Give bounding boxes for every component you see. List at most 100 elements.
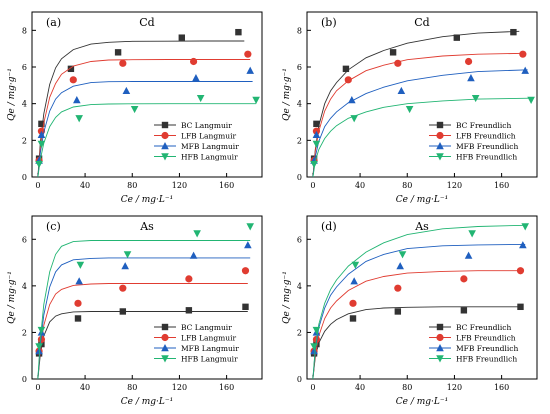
y-axis-label: Qe / mg·g⁻¹ bbox=[7, 68, 17, 121]
data-point-triangle bbox=[121, 262, 129, 270]
plot-frame bbox=[306, 11, 538, 178]
data-point-circle bbox=[185, 275, 193, 283]
data-point-triangle bbox=[397, 86, 406, 95]
series-lfb-langmuir bbox=[35, 267, 250, 380]
data-point-square bbox=[185, 307, 193, 314]
data-point-circle bbox=[161, 131, 169, 140]
data-point-triangle-down bbox=[37, 326, 46, 335]
y-tick-label: 0 bbox=[297, 375, 302, 384]
legend-entry: HFB Freundlich bbox=[456, 153, 517, 162]
fit-curve bbox=[37, 59, 251, 178]
plot-frame bbox=[31, 215, 263, 380]
data-point-circle bbox=[74, 299, 82, 307]
data-point-triangle-down bbox=[468, 230, 476, 238]
panel-title: Cd bbox=[139, 16, 154, 29]
data-point-circle bbox=[394, 59, 402, 67]
data-point-triangle-down bbox=[436, 153, 444, 161]
data-point-triangle bbox=[312, 130, 321, 139]
fit-curve bbox=[37, 283, 248, 380]
y-tick-label: 8 bbox=[297, 26, 302, 35]
legend-entry: MFB Freundlich bbox=[456, 142, 518, 151]
data-point-triangle-down bbox=[351, 261, 360, 269]
legend-entry: LFB Freundlich bbox=[456, 334, 516, 343]
chart-panel-c: 0 40 80 120 160 0 2 4 6 Ce / mg·L⁻¹ Qe / mg·g⁻¹ (c)… bbox=[7, 215, 263, 407]
data-point-circle bbox=[119, 284, 127, 292]
fit-curve bbox=[37, 240, 251, 380]
x-tick-label: 120 bbox=[447, 181, 462, 190]
x-tick-label: 0 bbox=[310, 383, 315, 392]
data-point-triangle-down bbox=[312, 326, 321, 335]
data-point-square bbox=[114, 49, 122, 56]
data-point-triangle bbox=[521, 66, 530, 74]
data-point-circle bbox=[394, 284, 402, 292]
data-point-circle bbox=[464, 57, 473, 66]
series-hfb-langmuir bbox=[35, 94, 260, 178]
legend-entry: LFB Langmuir bbox=[181, 132, 237, 141]
legend-entry: LFB Freundlich bbox=[456, 132, 516, 141]
panel-label: (a) bbox=[46, 16, 61, 29]
legend-entry: HFB Freundlich bbox=[456, 355, 517, 364]
data-point-triangle-down bbox=[130, 105, 139, 114]
panel-title: Cd bbox=[414, 16, 429, 29]
x-tick-label: 80 bbox=[127, 383, 137, 392]
data-point-triangle-down bbox=[252, 96, 260, 104]
data-point-square bbox=[436, 323, 444, 331]
legend-entry: BC Freundlich bbox=[456, 121, 511, 130]
data-point-square bbox=[235, 28, 242, 36]
data-point-square bbox=[74, 315, 82, 322]
y-axis-label: Qe / mg·g⁻¹ bbox=[282, 271, 292, 324]
data-point-triangle-down bbox=[521, 223, 530, 231]
data-point-square bbox=[510, 28, 517, 36]
data-point-circle bbox=[460, 275, 468, 283]
fit-curve bbox=[37, 81, 253, 178]
y-tick-label: 4 bbox=[297, 282, 302, 291]
data-point-triangle-down bbox=[161, 153, 169, 161]
data-point-triangle-down bbox=[312, 140, 321, 148]
data-point-triangle-down bbox=[527, 96, 535, 104]
legend-entry: HFB Langmuir bbox=[181, 153, 238, 162]
y-tick-label: 8 bbox=[22, 26, 27, 35]
data-point-triangle-down bbox=[310, 160, 318, 169]
data-point-triangle-down bbox=[193, 230, 201, 238]
legend-entry: MFB Freundlich bbox=[456, 344, 518, 353]
x-tick-label: 120 bbox=[172, 181, 187, 190]
data-point-triangle bbox=[35, 347, 43, 355]
x-tick-label: 0 bbox=[35, 181, 40, 190]
data-point-triangle bbox=[310, 347, 318, 355]
data-point-triangle-down bbox=[35, 343, 43, 351]
data-point-circle bbox=[244, 50, 252, 58]
data-point-triangle bbox=[396, 262, 404, 270]
panel-label: (d) bbox=[321, 220, 337, 233]
data-point-triangle-down bbox=[75, 115, 83, 123]
x-tick-label: 0 bbox=[35, 383, 40, 392]
data-point-square bbox=[460, 307, 468, 314]
legend-entry: MFB Langmuir bbox=[181, 142, 239, 151]
x-tick-label: 80 bbox=[402, 383, 412, 392]
panel-label: (b) bbox=[321, 16, 337, 29]
y-axis-label: Qe / mg·g⁻¹ bbox=[7, 271, 17, 324]
series-lfb-freundlich bbox=[310, 50, 527, 178]
data-point-triangle bbox=[519, 241, 527, 249]
data-point-triangle bbox=[464, 251, 473, 259]
y-tick-label: 4 bbox=[22, 100, 27, 109]
fit-curve bbox=[312, 270, 523, 380]
data-point-square bbox=[67, 65, 75, 73]
series-hfb-freundlich bbox=[310, 223, 530, 380]
y-tick-label: 0 bbox=[22, 375, 27, 384]
data-point-triangle-down bbox=[405, 105, 414, 114]
x-tick-label: 160 bbox=[494, 181, 509, 190]
data-point-triangle bbox=[161, 344, 169, 352]
data-point-circle bbox=[344, 76, 352, 84]
fit-curve bbox=[312, 97, 532, 178]
y-tick-label: 0 bbox=[297, 173, 302, 182]
data-point-circle bbox=[241, 267, 250, 275]
data-point-square bbox=[453, 34, 460, 41]
data-point-square bbox=[349, 315, 357, 322]
data-point-circle bbox=[436, 333, 444, 342]
x-axis-label: Ce / mg·L⁻¹ bbox=[396, 195, 448, 205]
data-point-triangle-down bbox=[76, 261, 85, 269]
data-point-triangle-down bbox=[35, 160, 43, 169]
data-point-square bbox=[161, 323, 169, 331]
